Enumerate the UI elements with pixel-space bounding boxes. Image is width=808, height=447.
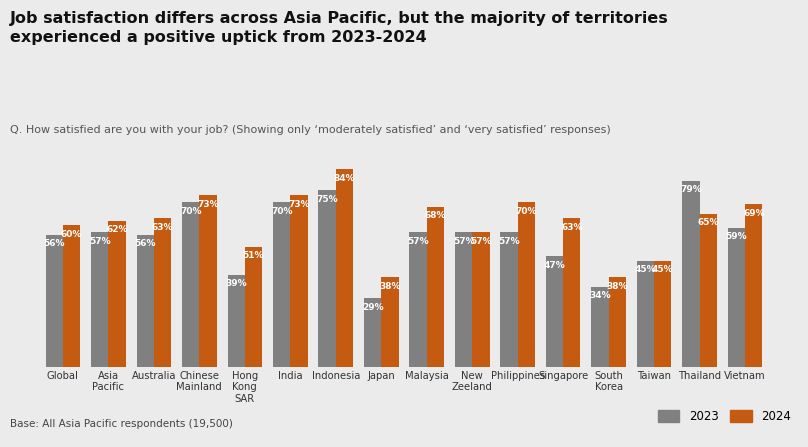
Text: 29%: 29% — [362, 303, 384, 312]
Text: 63%: 63% — [152, 223, 173, 232]
Text: 45%: 45% — [635, 266, 656, 274]
Bar — [700, 214, 717, 367]
Bar — [200, 195, 217, 367]
Text: 60%: 60% — [61, 230, 82, 239]
Bar — [637, 261, 654, 367]
Bar — [472, 232, 490, 367]
Text: 57%: 57% — [89, 237, 111, 246]
Bar — [455, 232, 472, 367]
Text: 62%: 62% — [106, 225, 128, 234]
Bar — [45, 235, 63, 367]
Bar — [381, 277, 398, 367]
Bar — [364, 298, 381, 367]
Text: 68%: 68% — [425, 211, 446, 220]
Text: Base: All Asia Pacific respondents (19,500): Base: All Asia Pacific respondents (19,5… — [10, 419, 233, 429]
Text: Q. How satisfied are you with your job? (Showing only ‘moderately satisfied’ and: Q. How satisfied are you with your job? … — [10, 125, 611, 135]
Bar — [154, 218, 171, 367]
Text: 45%: 45% — [652, 266, 674, 274]
Bar — [608, 277, 626, 367]
Text: 39%: 39% — [225, 279, 247, 288]
Text: 75%: 75% — [316, 195, 338, 204]
Bar — [500, 232, 518, 367]
Text: 63%: 63% — [561, 223, 583, 232]
Bar — [182, 202, 200, 367]
Bar — [63, 225, 80, 367]
Text: 59%: 59% — [726, 232, 747, 241]
Bar — [410, 232, 427, 367]
Text: 70%: 70% — [180, 207, 201, 215]
Bar — [728, 228, 745, 367]
Bar — [745, 204, 763, 367]
Bar — [518, 202, 535, 367]
Bar — [318, 190, 336, 367]
Bar — [683, 181, 700, 367]
Text: 73%: 73% — [197, 199, 219, 208]
Bar — [273, 202, 290, 367]
Text: 57%: 57% — [452, 237, 474, 246]
Bar — [137, 235, 154, 367]
Text: 56%: 56% — [134, 240, 156, 249]
Text: 69%: 69% — [743, 209, 764, 218]
Text: 70%: 70% — [271, 207, 292, 215]
Text: 70%: 70% — [516, 207, 537, 215]
Text: 51%: 51% — [242, 251, 264, 260]
Text: 47%: 47% — [544, 261, 566, 270]
Text: 34%: 34% — [589, 291, 611, 300]
Bar — [654, 261, 671, 367]
Bar — [336, 169, 353, 367]
Bar — [546, 256, 563, 367]
Bar — [245, 247, 262, 367]
Bar — [563, 218, 580, 367]
Text: 57%: 57% — [407, 237, 429, 246]
Bar — [591, 287, 608, 367]
Bar — [427, 207, 444, 367]
Bar — [91, 232, 108, 367]
Text: 57%: 57% — [499, 237, 520, 246]
Text: 79%: 79% — [680, 186, 702, 194]
Text: 38%: 38% — [379, 282, 401, 291]
Text: 57%: 57% — [470, 237, 492, 246]
Legend: 2023, 2024: 2023, 2024 — [654, 405, 796, 428]
Bar — [228, 275, 245, 367]
Text: 56%: 56% — [44, 240, 65, 249]
Text: Job satisfaction differs across Asia Pacific, but the majority of territories
ex: Job satisfaction differs across Asia Pac… — [10, 11, 668, 45]
Bar — [108, 221, 125, 367]
Text: 38%: 38% — [607, 282, 628, 291]
Text: 84%: 84% — [334, 173, 356, 183]
Text: 73%: 73% — [288, 199, 309, 208]
Text: 65%: 65% — [697, 218, 719, 228]
Bar — [290, 195, 308, 367]
